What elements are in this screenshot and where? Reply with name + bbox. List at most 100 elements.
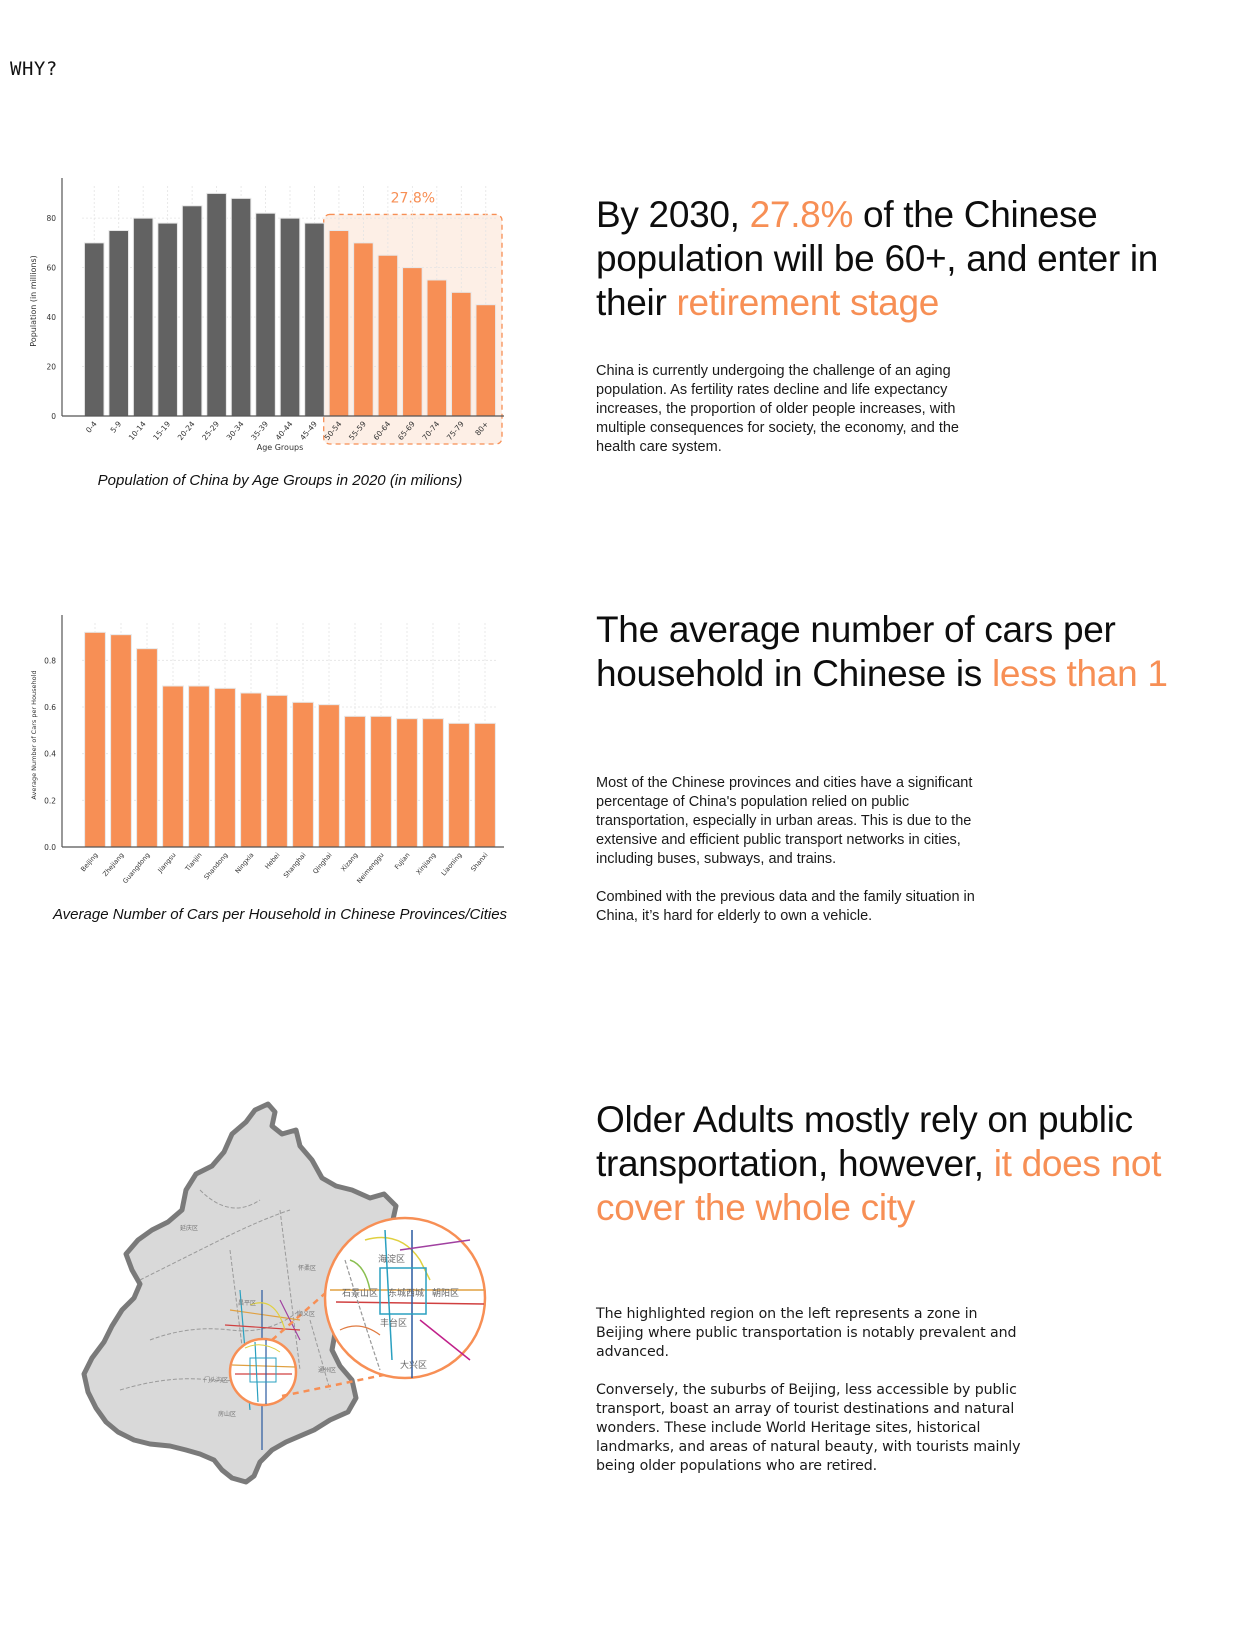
x-tick-label: Guangdong bbox=[121, 851, 151, 885]
y-axis-label: Average Number of Cars per Household bbox=[30, 670, 38, 799]
bar-guangdong bbox=[136, 648, 158, 848]
x-tick-label: Zhejiang bbox=[101, 851, 125, 878]
bar-30-34 bbox=[230, 197, 252, 417]
bar-15-19 bbox=[157, 222, 178, 417]
bar-20-24 bbox=[181, 205, 203, 417]
heading-accent-text: it does not cover the whole city bbox=[596, 1143, 1162, 1228]
y-tick-label: 80 bbox=[46, 214, 56, 223]
x-tick-label: Tianjin bbox=[183, 851, 204, 873]
bar-liaoning bbox=[448, 722, 470, 848]
heading-text: Older Adults mostly rely on public trans… bbox=[596, 1099, 1133, 1184]
x-tick-label: Jiangsu bbox=[156, 851, 178, 875]
district-label: 海淀区 bbox=[378, 1253, 405, 1265]
y-tick-label: 0.6 bbox=[44, 703, 56, 712]
x-tick-label: Beijing bbox=[79, 851, 99, 873]
bar-45-49 bbox=[304, 222, 325, 417]
x-tick-label: 5-9 bbox=[108, 419, 123, 434]
outer-district-labels: 门头沟区 昌平区 顺义区 通州区 房山区 怀柔区 延庆区 bbox=[180, 1224, 336, 1418]
y-axis-label: Population (in millions) bbox=[29, 255, 38, 346]
x-tick-label: Shanghai bbox=[282, 851, 308, 880]
x-tick-label: Hebei bbox=[263, 851, 281, 871]
bar-hebei bbox=[266, 694, 288, 848]
district-label: 门头沟区 bbox=[204, 1376, 228, 1384]
heading-accent-text: less than 1 bbox=[991, 653, 1168, 694]
x-tick-label: 35-39 bbox=[249, 419, 270, 442]
x-tick-label: Liaoning bbox=[440, 851, 464, 877]
population-chart-caption: Population of China by Age Groups in 202… bbox=[97, 472, 463, 489]
bar-qinghai bbox=[318, 704, 340, 848]
highlight-label: 27.8% bbox=[391, 190, 435, 206]
x-tick-label: Ningxia bbox=[234, 851, 256, 875]
x-tick-label: Shanxi bbox=[469, 851, 489, 873]
heading-text: The average number of cars per household… bbox=[596, 609, 1116, 694]
y-tick-label: 0 bbox=[51, 412, 56, 421]
x-tick-label: Fujian bbox=[393, 851, 411, 871]
bar-75-79 bbox=[451, 291, 472, 417]
section2-heading: The average number of cars per household… bbox=[596, 608, 1196, 696]
bar-40-44 bbox=[279, 217, 301, 417]
bar-zhejiang bbox=[110, 634, 132, 848]
district-boundaries bbox=[119, 1189, 331, 1411]
bar-xizang bbox=[344, 715, 366, 848]
district-label: 东城西城 bbox=[388, 1287, 424, 1299]
bar-50-54 bbox=[328, 230, 350, 417]
x-tick-label: 20-24 bbox=[176, 419, 197, 442]
bar-80- bbox=[475, 304, 497, 417]
bar-shanxi bbox=[474, 722, 496, 848]
bar-65-69 bbox=[402, 267, 423, 417]
bar-ningxia bbox=[240, 692, 262, 848]
y-tick-label: 40 bbox=[46, 313, 56, 322]
bar-70-74 bbox=[426, 279, 448, 417]
y-tick-label: 60 bbox=[46, 264, 56, 273]
x-tick-label: Qinghai bbox=[311, 851, 333, 876]
x-tick-label: 15-19 bbox=[151, 419, 172, 442]
x-tick-label: 0-4 bbox=[84, 419, 99, 434]
heading-accent-text: retirement stage bbox=[676, 282, 940, 323]
zoom-connector-lines bbox=[271, 1281, 399, 1398]
section3-heading: Older Adults mostly rely on public trans… bbox=[596, 1098, 1196, 1230]
section1-heading: By 2030, 27.8% of the Chinese population… bbox=[596, 193, 1196, 325]
bar-jiangsu bbox=[162, 685, 184, 848]
y-tick-label: 0.2 bbox=[44, 796, 56, 805]
district-label: 顺义区 bbox=[297, 1311, 315, 1318]
y-tick-label: 0.0 bbox=[44, 843, 56, 852]
magnified-circle: 海淀区 石景山区 东城西城 朝阳区 丰台区 大兴区 bbox=[323, 1216, 487, 1380]
section1-body: China is currently undergoing the challe… bbox=[596, 363, 959, 455]
bar-10-14 bbox=[132, 217, 154, 417]
district-label: 延庆区 bbox=[180, 1224, 198, 1232]
district-label: 大兴区 bbox=[400, 1359, 427, 1371]
x-tick-label: 25-29 bbox=[200, 419, 221, 442]
district-label: 怀柔区 bbox=[298, 1264, 316, 1272]
bar-shandong bbox=[214, 687, 236, 848]
y-tick-label: 0.4 bbox=[44, 750, 56, 759]
bar-beijing bbox=[84, 631, 106, 848]
y-tick-label: 0.8 bbox=[44, 656, 56, 665]
section2-paragraph: Most of the Chinese provinces and cities… bbox=[596, 775, 973, 867]
small-focus-circle bbox=[228, 1337, 298, 1407]
section2-paragraph: Combined with the previous data and the … bbox=[596, 889, 975, 924]
y-tick-label: 20 bbox=[46, 363, 56, 372]
bar-neimenggu bbox=[370, 715, 392, 848]
bar-tianjin bbox=[188, 685, 210, 848]
section3-paragraph: Conversely, the suburbs of Beijing, less… bbox=[596, 1382, 1021, 1474]
section3-body: The highlighted region on the left repre… bbox=[596, 1305, 1026, 1476]
district-label: 房山区 bbox=[218, 1410, 236, 1418]
x-tick-label: 30-34 bbox=[225, 419, 246, 442]
x-tick-label: Xizang bbox=[339, 851, 359, 873]
population-age-chart: 27.8% 0-4 5-9 10-14 15-19 20-24 25-29 30-34 35-3… bbox=[29, 178, 504, 452]
district-label: 丰台区 bbox=[380, 1317, 407, 1329]
x-tick-label: 10-14 bbox=[127, 419, 148, 442]
bar-0-4 bbox=[83, 242, 105, 417]
heading-text: By 2030, bbox=[596, 194, 750, 235]
x-tick-label: Xinjiang bbox=[415, 851, 438, 876]
x-tick-label: Neimenggu bbox=[355, 851, 385, 885]
bar-55-59 bbox=[353, 242, 374, 417]
x-tick-label: Shandong bbox=[202, 851, 229, 881]
bar-fujian bbox=[396, 718, 418, 848]
bar-25-29 bbox=[206, 192, 227, 417]
bar-60-64 bbox=[377, 254, 399, 417]
district-label: 昌平区 bbox=[238, 1300, 256, 1307]
district-label: 朝阳区 bbox=[432, 1288, 459, 1299]
heading-text: of the Chinese population will be 60+, a… bbox=[596, 194, 1159, 323]
x-tick-label: 45-49 bbox=[298, 419, 319, 442]
